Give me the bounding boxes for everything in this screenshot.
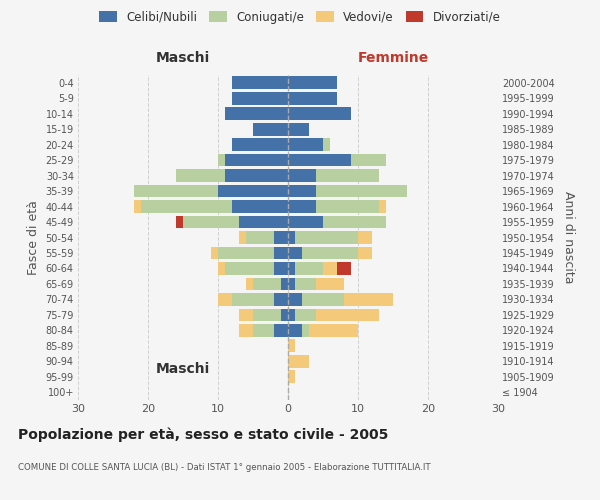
Bar [295,278,316,290]
Bar [358,231,372,244]
Bar [232,200,288,213]
Bar [232,92,288,104]
Bar [351,154,386,166]
Bar [225,262,274,275]
Bar [274,293,288,306]
Bar [337,262,351,275]
Bar [288,184,316,198]
Bar [316,184,407,198]
Bar [218,293,232,306]
Bar [288,154,351,166]
Bar [288,200,316,213]
Bar [239,324,253,336]
Bar [288,355,309,368]
Bar [316,308,379,321]
Bar [225,169,288,182]
Bar [274,262,288,275]
Bar [358,246,372,260]
Bar [316,169,379,182]
Bar [134,200,141,213]
Legend: Celibi/Nubili, Coniugati/e, Vedovi/e, Divorziati/e: Celibi/Nubili, Coniugati/e, Vedovi/e, Di… [95,6,505,28]
Bar [316,200,379,213]
Bar [274,324,288,336]
Bar [288,308,295,321]
Bar [295,308,316,321]
Bar [253,278,281,290]
Bar [323,216,386,228]
Y-axis label: Anni di nascita: Anni di nascita [562,191,575,284]
Text: Femmine: Femmine [358,51,428,65]
Bar [288,262,295,275]
Bar [253,324,274,336]
Bar [295,231,358,244]
Bar [218,184,288,198]
Bar [295,262,323,275]
Bar [239,216,288,228]
Bar [183,216,239,228]
Bar [288,108,351,120]
Bar [281,278,288,290]
Bar [211,246,218,260]
Text: Popolazione per età, sesso e stato civile - 2005: Popolazione per età, sesso e stato civil… [18,428,388,442]
Bar [288,246,302,260]
Bar [344,293,393,306]
Bar [302,246,358,260]
Bar [253,308,281,321]
Bar [239,231,246,244]
Bar [225,154,288,166]
Bar [141,200,232,213]
Text: Maschi: Maschi [156,362,210,376]
Bar [288,216,323,228]
Bar [288,92,337,104]
Bar [274,246,288,260]
Bar [218,262,225,275]
Bar [218,154,225,166]
Bar [288,293,302,306]
Bar [134,184,218,198]
Bar [232,138,288,151]
Text: COMUNE DI COLLE SANTA LUCIA (BL) - Dati ISTAT 1° gennaio 2005 - Elaborazione TUT: COMUNE DI COLLE SANTA LUCIA (BL) - Dati … [18,462,431,471]
Bar [288,340,295,352]
Bar [232,76,288,89]
Bar [281,308,288,321]
Bar [288,138,323,151]
Bar [323,262,337,275]
Bar [316,278,344,290]
Bar [302,293,344,306]
Bar [379,200,386,213]
Bar [302,324,309,336]
Bar [274,231,288,244]
Bar [225,108,288,120]
Bar [288,169,316,182]
Bar [232,293,274,306]
Bar [323,138,330,151]
Bar [288,76,337,89]
Bar [246,231,274,244]
Bar [288,278,295,290]
Text: Maschi: Maschi [156,51,210,65]
Bar [253,123,288,136]
Bar [309,324,358,336]
Bar [246,278,253,290]
Bar [288,123,309,136]
Bar [239,308,253,321]
Bar [288,324,302,336]
Bar [176,169,225,182]
Bar [218,246,274,260]
Bar [288,231,295,244]
Bar [288,370,295,383]
Y-axis label: Fasce di età: Fasce di età [27,200,40,275]
Bar [176,216,183,228]
